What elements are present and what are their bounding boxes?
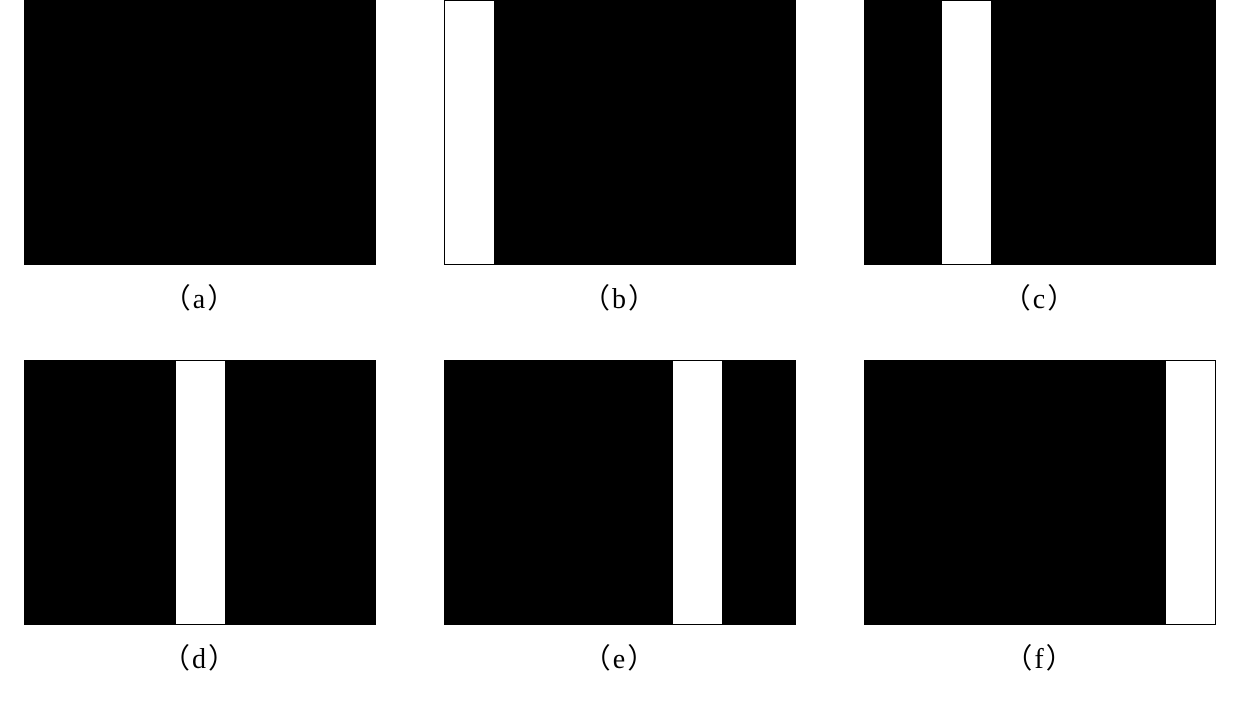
stripe-b [445, 1, 494, 264]
panel-f [864, 360, 1216, 625]
panel-b-cell: （b） [444, 0, 796, 340]
panel-c-cell: （c） [864, 0, 1216, 340]
figure-grid: （a） （b） （c） （d） （e） （f） [0, 0, 1240, 718]
panel-a-cell: （a） [24, 0, 376, 340]
caption-e: （e） [583, 637, 657, 677]
panel-e-cell: （e） [444, 360, 796, 700]
caption-b: （b） [582, 277, 658, 317]
caption-d: （d） [162, 637, 238, 677]
stripe-e [673, 361, 722, 624]
panel-f-cell: （f） [864, 360, 1216, 700]
panel-d-cell: （d） [24, 360, 376, 700]
panel-e [444, 360, 796, 625]
caption-c: （c） [1003, 277, 1077, 317]
panel-c [864, 0, 1216, 265]
caption-f: （f） [1004, 637, 1075, 677]
caption-a: （a） [163, 277, 237, 317]
stripe-d [176, 361, 225, 624]
panel-d [24, 360, 376, 625]
stripe-f [1166, 361, 1215, 624]
stripe-c [942, 1, 991, 264]
panel-a [24, 0, 376, 265]
panel-b [444, 0, 796, 265]
